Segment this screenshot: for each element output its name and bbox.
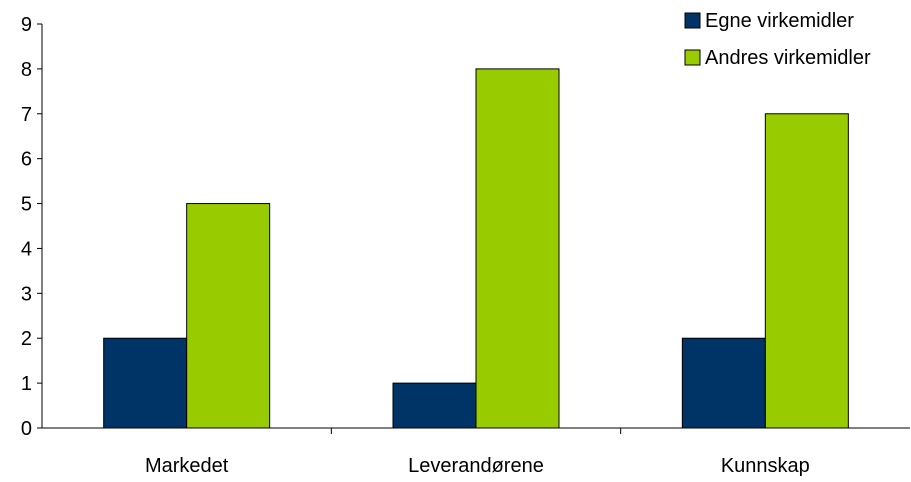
legend-label: Egne virkemidler (705, 10, 854, 32)
x-category-label: Kunnskap (721, 455, 810, 477)
bar-andres-virkemidler-markedet (186, 203, 271, 429)
x-category-label: Leverandørene (408, 455, 544, 477)
axis-labels: 0 1 2 3 4 5 6 7 8 9 Markedet Leverandørene Kunnskap (21, 14, 810, 477)
legend-label: Andres virkemidler (705, 47, 871, 69)
y-tick-label: 2 (21, 328, 32, 350)
y-tick-label: 4 (21, 238, 32, 260)
legend: Egne virkemidler Andres virkemidler (684, 10, 871, 69)
bar-egne-virkemidler-kunnskap (681, 337, 766, 429)
y-tick-label: 5 (21, 194, 32, 216)
bars (103, 68, 849, 429)
y-tick-label: 6 (21, 149, 32, 171)
bar-egne-virkemidler-markedet (103, 337, 188, 429)
y-tick-label: 9 (21, 14, 32, 36)
y-tick-label: 8 (21, 59, 32, 81)
y-tick-label: 7 (21, 104, 32, 126)
legend-swatch (684, 12, 701, 29)
legend-swatch (684, 49, 701, 66)
bar-andres-virkemidler-leverandørene (475, 68, 560, 429)
y-tick-label: 3 (21, 283, 32, 305)
bar-andres-virkemidler-kunnskap (764, 113, 849, 429)
bar-egne-virkemidler-leverandørene (392, 382, 477, 429)
x-category-label: Markedet (145, 455, 229, 477)
y-tick-label: 1 (21, 373, 32, 395)
y-tick-label: 0 (21, 418, 32, 440)
